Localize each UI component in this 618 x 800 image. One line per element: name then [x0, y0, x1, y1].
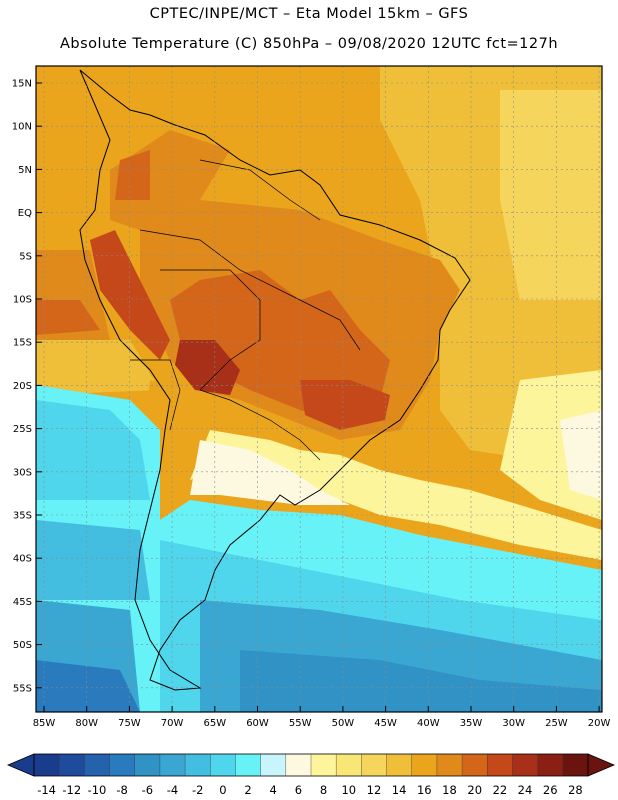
lat-label: 40S: [13, 554, 32, 565]
lon-label: 75W: [118, 718, 141, 729]
lat-label: 50S: [13, 640, 32, 651]
colorbar-swatch: [462, 754, 488, 776]
colorbar-swatch: [487, 754, 513, 776]
colorbar-swatch: [34, 754, 60, 776]
colorbar-label: -4: [167, 783, 178, 797]
colorbar-swatch: [185, 754, 211, 776]
colorbar-label: 2: [244, 783, 251, 797]
longitude-labels: 85W 80W 75W 70W 65W 60W 55W 50W 45W 40W 35W 30W 25W 2…: [33, 706, 611, 729]
colorbar-swatch: [361, 754, 387, 776]
latitude-labels: 15N 10N 5N EQ 5S 10S 15S 20S 25S 30S 35S 40S 45S 50S 5…: [12, 79, 42, 694]
lat-label: 30S: [13, 467, 32, 478]
colorbar-swatch: [260, 754, 287, 776]
field-pacific-dark: [36, 300, 100, 335]
colorbar-swatch: [436, 754, 463, 776]
field-colombia-hot: [115, 150, 150, 200]
lon-label: 70W: [161, 718, 184, 729]
colorbar-swatch: [235, 754, 261, 776]
colorbar: -14 -12 -10 -8 -6 -4 -2 0 2 4 6 8 10 12 14 16 18 20 22 24 26…: [6, 753, 616, 797]
colorbar-label: 20: [467, 783, 482, 797]
colorbar-label: 26: [543, 783, 558, 797]
lat-label: 55S: [13, 683, 32, 694]
colorbar-swatch: [537, 754, 564, 776]
field-chaco-max: [175, 340, 240, 395]
chart-title-line-2: Absolute Temperature (C) 850hPa – 09/08/…: [59, 36, 559, 52]
colorbar-arrow-right: [587, 753, 616, 777]
lat-label: 5N: [18, 165, 32, 176]
lon-label: 50W: [332, 718, 355, 729]
colorbar-swatch: [84, 754, 110, 776]
field-southwest-deep: [36, 660, 140, 712]
map-frame: [35, 65, 603, 713]
colorbar-label: 24: [518, 783, 533, 797]
colorbar-label: 28: [568, 783, 583, 797]
colorbar-label: 12: [367, 783, 382, 797]
lat-label: 25S: [13, 424, 32, 435]
chart-title-line-1: CPTEC/INPE/MCT – Eta Model 15km – GFS: [149, 6, 469, 22]
field-andes-hot: [90, 230, 170, 360]
colorbar-label: -10: [88, 783, 107, 797]
field-pacific-yellow: [36, 340, 160, 395]
colorbar-label: 14: [392, 783, 407, 797]
colorbar-swatch: [109, 754, 136, 776]
field-southeast-hot: [300, 380, 390, 430]
colorbar-label: 0: [219, 783, 226, 797]
colorbar-label: -8: [116, 783, 127, 797]
lat-label: 15S: [13, 338, 32, 349]
colorbar-label: -6: [142, 783, 153, 797]
colorbar-label: 6: [295, 783, 302, 797]
field-atlantic-cream: [560, 410, 602, 500]
field-transition-cream: [190, 440, 350, 505]
colorbar-swatch: [512, 754, 538, 776]
colorbar-label: -14: [37, 783, 56, 797]
colorbar-label: 4: [270, 783, 277, 797]
lon-label: 45W: [374, 718, 397, 729]
lon-label: 20W: [588, 718, 611, 729]
lon-label: 40W: [417, 718, 440, 729]
colorbar-swatch: [159, 754, 186, 776]
colorbar-swatch: [562, 754, 589, 776]
colorbar-arrow-left: [6, 753, 35, 777]
colorbar-label: 18: [442, 783, 457, 797]
lat-label: 10N: [12, 122, 32, 133]
field-atlantic-deep: [240, 650, 602, 712]
lon-label: 60W: [246, 718, 269, 729]
field-atlantic-yellow: [500, 90, 602, 300]
lat-label: 45S: [13, 597, 32, 608]
colorbar-swatch: [134, 754, 161, 776]
lon-label: 85W: [33, 718, 56, 729]
coastline: [79, 69, 471, 691]
field-pacific-cyan: [36, 400, 150, 500]
colorbar-swatch: [210, 754, 236, 776]
colorbar-swatch: [285, 754, 312, 776]
colorbar-label: 22: [493, 783, 508, 797]
field-pacific-blue: [36, 520, 150, 600]
lat-label: 15N: [12, 79, 32, 90]
colorbar-swatch: [59, 754, 85, 776]
lat-label: 10S: [13, 295, 32, 306]
colorbar-label: 16: [417, 783, 432, 797]
colorbar-swatch: [386, 754, 413, 776]
lon-label: 65W: [203, 718, 226, 729]
lon-label: 80W: [75, 718, 98, 729]
colorbar-label: -2: [192, 783, 203, 797]
lat-label: 5S: [19, 251, 32, 262]
lat-label: 20S: [13, 381, 32, 392]
lon-label: 35W: [460, 718, 483, 729]
colorbar-label: -12: [62, 783, 81, 797]
lon-label: 25W: [545, 718, 568, 729]
lat-lon-grid: [36, 66, 602, 712]
country-borders: [130, 159, 361, 461]
colorbar-swatch: [336, 754, 362, 776]
lon-label: 55W: [289, 718, 312, 729]
colorbar-swatch: [311, 754, 337, 776]
lat-label: 35S: [13, 511, 32, 522]
field-transition-yellow: [190, 430, 602, 560]
colorbar-label: 10: [341, 783, 356, 797]
lat-label: EQ: [18, 208, 32, 219]
colorbar-label: 8: [320, 783, 327, 797]
lon-label: 30W: [502, 718, 525, 729]
colorbar-swatch: [411, 754, 438, 776]
